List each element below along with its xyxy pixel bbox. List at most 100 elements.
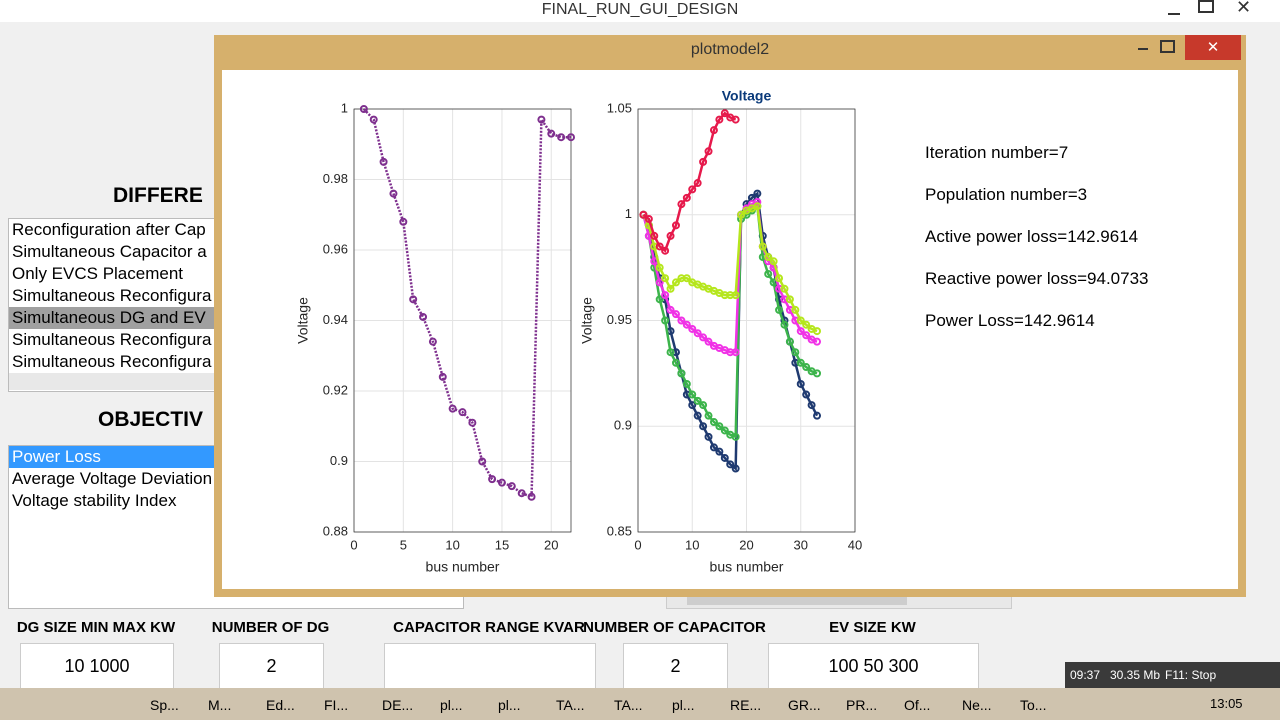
list-item[interactable]: Reconfiguration after Cap: [12, 220, 206, 239]
minimize-button[interactable]: [1138, 38, 1148, 50]
taskbar-item[interactable]: pl...: [440, 697, 463, 713]
taskbar-item[interactable]: DE...: [382, 697, 414, 713]
recorder-size: 30.35 Mb: [1110, 668, 1161, 682]
window-title: plotmodel2: [690, 41, 770, 58]
data-point: [688, 390, 697, 399]
taskbar-item[interactable]: Ed...: [266, 697, 295, 713]
recorder-stop[interactable]: F11: Stop: [1165, 668, 1217, 682]
taskbar-item[interactable]: Of...: [904, 697, 931, 713]
y-axis-label: Voltage: [295, 297, 311, 344]
data-point: [753, 189, 762, 198]
data-point: [661, 316, 670, 325]
taskbar-item[interactable]: GR...: [788, 697, 821, 713]
taskbar: 13:05 Sp... M... Ed... FI... DE... pl... pl...…: [0, 688, 1280, 720]
list-item[interactable]: Power Loss: [9, 446, 222, 468]
y-tick-label: 0.96: [323, 241, 348, 256]
data-point: [399, 217, 408, 226]
data-point: [764, 269, 773, 278]
x-axis-label: bus number: [426, 559, 500, 575]
data-point: [731, 464, 740, 473]
close-button[interactable]: ✕: [1185, 35, 1241, 60]
list-item[interactable]: Simultaneous Reconfigura: [12, 286, 212, 305]
data-point: [677, 316, 686, 325]
data-point: [693, 329, 702, 338]
data-point: [468, 418, 477, 427]
data-point: [379, 157, 388, 166]
data-point: [775, 274, 784, 283]
data-point: [802, 363, 811, 372]
list-item[interactable]: Simultaneous Capacitor a: [12, 242, 207, 261]
scrollbar[interactable]: [9, 373, 219, 390]
data-point: [693, 179, 702, 188]
taskbar-item[interactable]: Sp...: [150, 697, 179, 713]
heading: DIFFERE: [113, 184, 203, 207]
data-point: [693, 396, 702, 405]
taskbar-item[interactable]: TA...: [614, 697, 643, 713]
data-point: [666, 305, 675, 314]
data-point: [715, 115, 724, 124]
plot-window: plotmodel2 ✕ 0.88 0.9 0.92 0.94 0.96 0.98 1 0 5 1…: [214, 35, 1246, 597]
data-point: [458, 408, 467, 417]
taskbar-item[interactable]: TA...: [556, 697, 585, 713]
close-button[interactable]: ✕: [1236, 0, 1252, 17]
data-point: [785, 295, 794, 304]
taskbar-item[interactable]: pl...: [498, 697, 521, 713]
text-field[interactable]: 2: [219, 643, 324, 689]
list-item[interactable]: Average Voltage Deviation: [12, 469, 213, 488]
minimize-button[interactable]: [1168, 3, 1180, 15]
scroll-thumb[interactable]: [687, 594, 907, 605]
data-point: [537, 115, 546, 124]
text-field[interactable]: 100 50 300: [768, 643, 979, 689]
data-point: [731, 115, 740, 124]
data-point: [688, 324, 697, 333]
taskbar-item[interactable]: FI...: [324, 697, 349, 713]
y-tick-label: 1.05: [607, 100, 632, 115]
data-point: [557, 133, 566, 142]
data-point: [704, 147, 713, 156]
field-value: 2: [266, 656, 277, 676]
data-point: [671, 221, 680, 230]
y-tick-label: 0.94: [323, 312, 348, 327]
taskbar-item[interactable]: PR...: [846, 697, 878, 713]
list-item[interactable]: Only EVCS Placement: [12, 264, 184, 283]
data-point: [644, 214, 653, 223]
field-label: NUMBER OF CAPACITOR: [583, 619, 766, 636]
list-item[interactable]: Voltage stability Index: [12, 491, 177, 510]
x-tick-label: 10: [685, 537, 699, 552]
taskbar-item[interactable]: To...: [1020, 697, 1047, 713]
data-point: [655, 278, 664, 287]
info-text: Reactive power loss=94.0733: [925, 269, 1149, 288]
maximize-button[interactable]: [1160, 40, 1175, 53]
plot-frame: [637, 108, 856, 533]
data-point: [693, 411, 702, 420]
taskbar-item[interactable]: RE...: [730, 697, 762, 713]
data-point: [753, 202, 762, 211]
taskbar-item[interactable]: M...: [208, 697, 232, 713]
data-point: [419, 312, 428, 321]
list-item[interactable]: Simultaneous Reconfigura: [12, 352, 212, 371]
taskbar-item[interactable]: Ne...: [962, 697, 992, 713]
listbox[interactable]: Reconfiguration after Cap Simultaneous Ca…: [8, 218, 220, 392]
data-point: [682, 320, 691, 329]
data-point: [715, 422, 724, 431]
data-point: [796, 358, 805, 367]
text-field[interactable]: [384, 643, 596, 689]
maximize-button[interactable]: [1198, 0, 1214, 13]
info-text: Power Loss=142.9614: [925, 311, 1095, 330]
data-point: [720, 453, 729, 462]
list-item[interactable]: Simultaneous DG and EV: [9, 307, 219, 329]
data-point: [527, 492, 536, 501]
taskbar-item[interactable]: pl...: [672, 697, 695, 713]
data-point: [709, 126, 718, 135]
series-line: [642, 111, 737, 253]
text-field[interactable]: 10 1000: [20, 643, 174, 689]
data-point: [769, 257, 778, 266]
list-item[interactable]: Simultaneous Reconfigura: [12, 330, 212, 349]
data-point: [813, 327, 822, 336]
text-field[interactable]: 2: [623, 643, 728, 689]
y-tick-label: 0.85: [607, 523, 632, 538]
info-text: Population number=3: [925, 185, 1088, 204]
plot-frame: [353, 108, 572, 533]
data-point: [796, 316, 805, 325]
data-point: [813, 369, 822, 378]
